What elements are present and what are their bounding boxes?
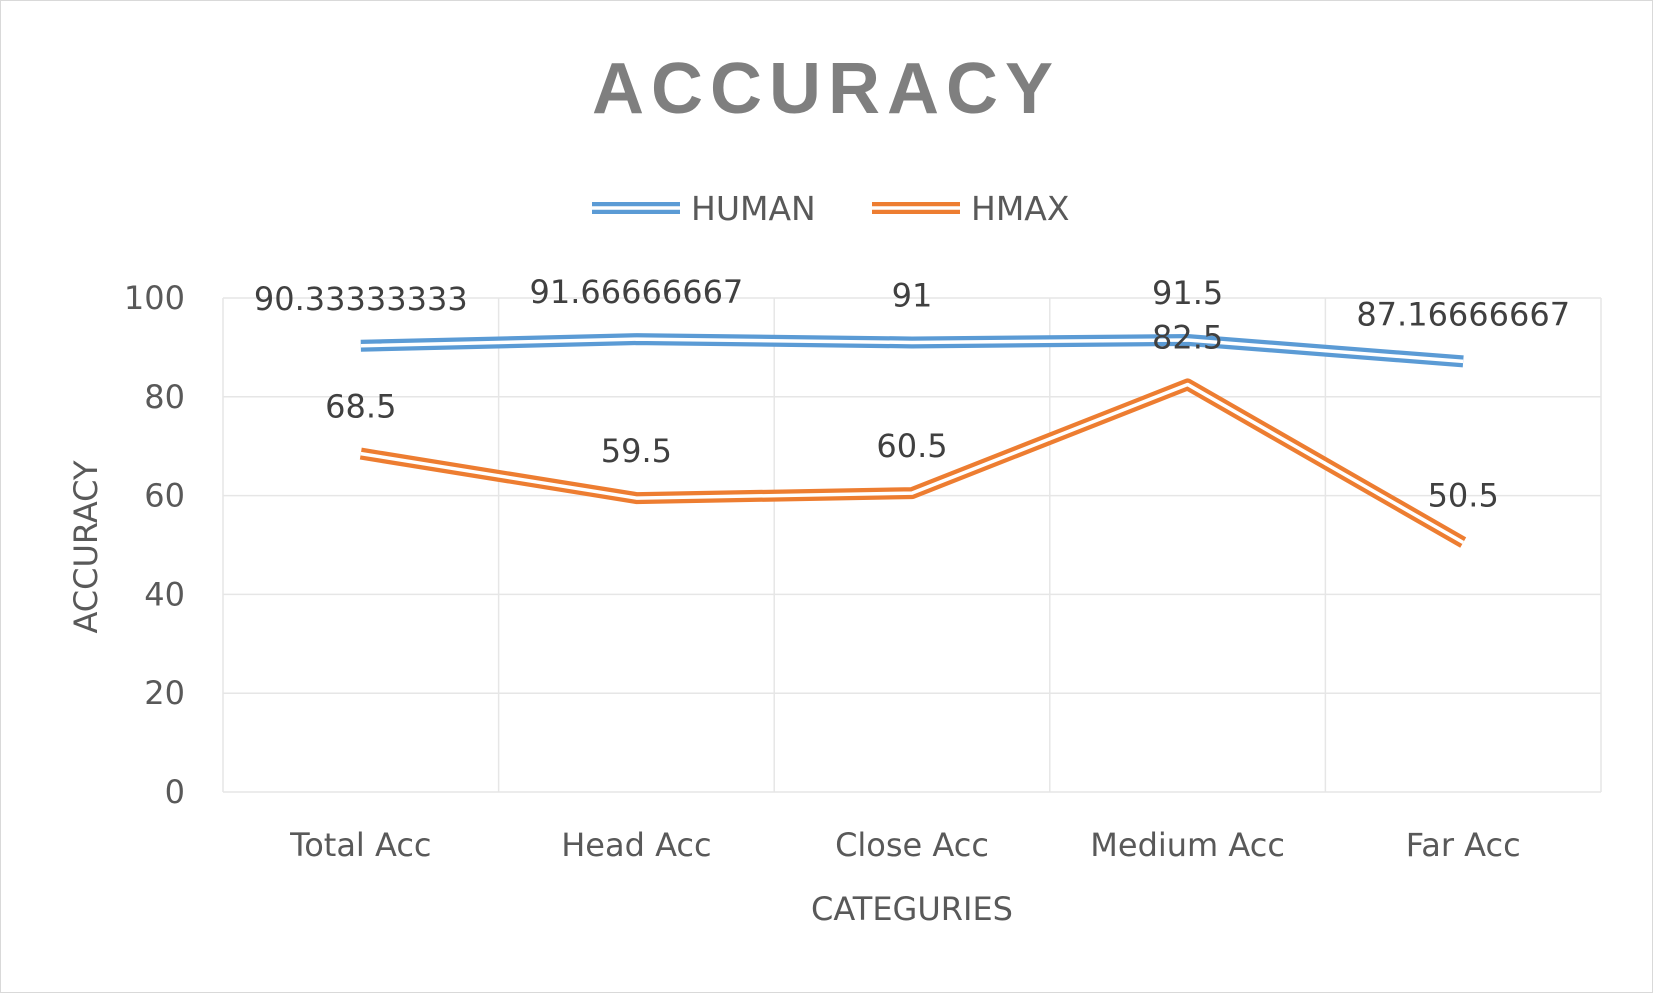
x-tick-label: Far Acc [1406, 826, 1521, 864]
x-axis-ticks: Total Acc Head Acc Close Acc Medium Acc Far … [289, 826, 1521, 864]
y-tick-label: 60 [144, 477, 185, 515]
series-layer [359, 333, 1467, 548]
legend-label: HUMAN [691, 189, 816, 228]
y-axis-ticks: 0 20 40 60 80 100 [124, 279, 185, 811]
data-label: 91.66666667 [530, 273, 744, 311]
x-axis-title: CATEGURIES [811, 890, 1013, 928]
legend: HUMAN HMAX [592, 189, 1069, 228]
y-axis-title: ACCURACY [67, 460, 105, 633]
x-tick-label: Total Acc [289, 826, 431, 864]
gridlines [222, 297, 1602, 793]
x-tick-label: Close Acc [835, 826, 989, 864]
data-label: 60.5 [876, 427, 947, 465]
data-label: 59.5 [601, 432, 672, 470]
y-tick-label: 0 [165, 773, 185, 811]
data-label: 91.5 [1152, 274, 1223, 312]
x-tick-label: Head Acc [561, 826, 711, 864]
data-label: 68.5 [325, 388, 396, 426]
y-tick-label: 40 [144, 575, 185, 613]
series-line-inner-human [360, 337, 1464, 364]
data-label: 82.5 [1152, 318, 1223, 356]
data-label: 50.5 [1428, 477, 1499, 515]
data-label: 91 [892, 276, 933, 314]
x-tick-label: Medium Acc [1090, 826, 1285, 864]
y-tick-label: 80 [144, 378, 185, 416]
legend-label: HMAX [971, 189, 1069, 228]
data-labels: 90.33333333 91.66666667 91 91.5 87.16666667 6… [254, 273, 1570, 514]
series-line-inner-hmax [360, 382, 1465, 545]
y-tick-label: 20 [144, 674, 185, 712]
data-label: 90.33333333 [254, 280, 468, 318]
chart-title: ACCURACY [592, 49, 1060, 129]
y-tick-label: 100 [124, 279, 185, 317]
data-label: 87.16666667 [1356, 295, 1570, 333]
